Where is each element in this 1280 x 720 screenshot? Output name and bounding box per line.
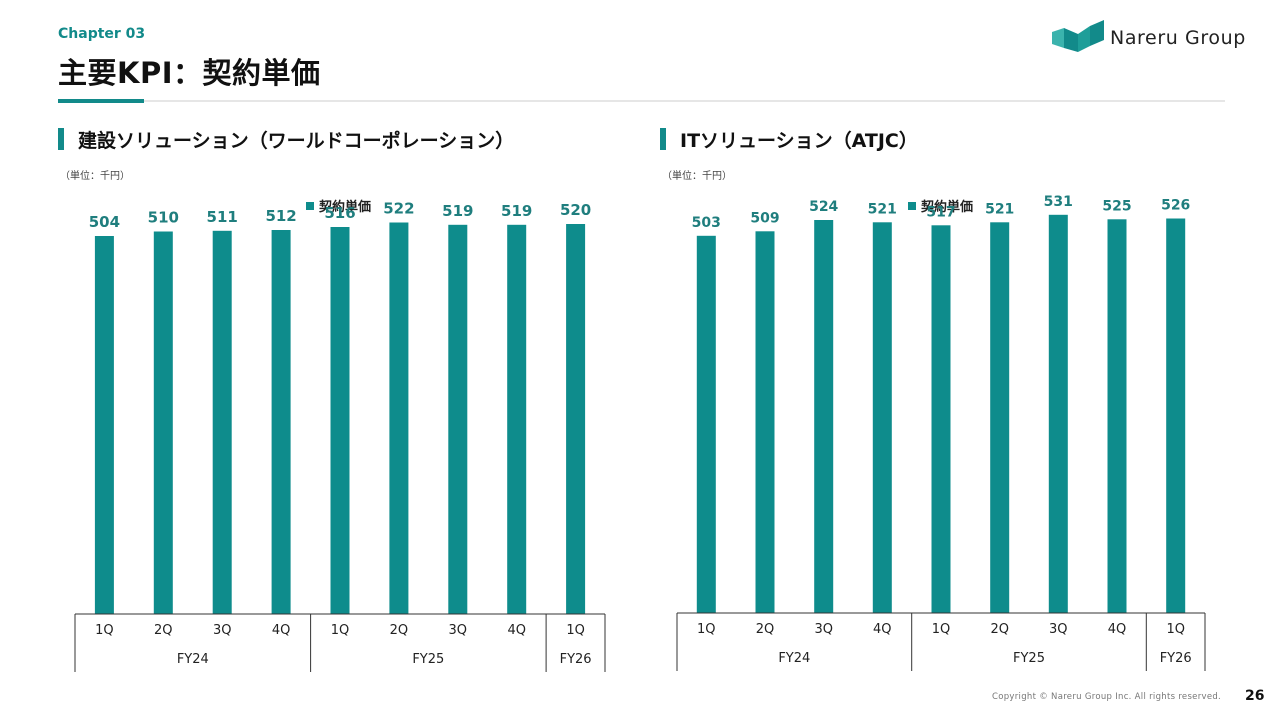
bar bbox=[1166, 218, 1186, 613]
copyright: Copyright © Nareru Group Inc. All rights… bbox=[992, 692, 1222, 702]
data-label: 511 bbox=[207, 208, 238, 226]
bar bbox=[330, 227, 350, 614]
category-label: 4Q bbox=[507, 623, 526, 638]
bar bbox=[696, 235, 716, 614]
bar bbox=[566, 224, 586, 614]
category-label: 1Q bbox=[697, 622, 716, 637]
data-label: 521 bbox=[868, 201, 897, 217]
bar bbox=[1048, 214, 1068, 614]
data-label: 509 bbox=[750, 210, 779, 226]
data-label: 524 bbox=[809, 199, 838, 215]
bar bbox=[389, 222, 409, 614]
data-label: 521 bbox=[985, 201, 1014, 217]
bar bbox=[448, 224, 468, 615]
data-label: 531 bbox=[1044, 194, 1073, 210]
data-label: 510 bbox=[148, 209, 179, 227]
category-label: 2Q bbox=[390, 623, 409, 638]
data-label: 519 bbox=[501, 202, 532, 220]
data-label: 516 bbox=[324, 204, 355, 222]
company-logo: Nareru Group bbox=[1050, 18, 1260, 56]
chapter-label: Chapter 03 bbox=[58, 26, 146, 42]
logo-text: Nareru Group bbox=[1110, 27, 1246, 49]
bar bbox=[990, 222, 1010, 614]
category-label: 4Q bbox=[272, 623, 291, 638]
chart-panel-construction: 建設ソリューション（ワールドコーポレーション） （単位：千円） 契約単価 504 5… bbox=[58, 125, 618, 685]
group-label: FY25 bbox=[1013, 651, 1045, 666]
panel-marker bbox=[660, 128, 666, 150]
data-label: 526 bbox=[1161, 198, 1190, 214]
legend-swatch bbox=[908, 202, 916, 210]
category-label: 2Q bbox=[154, 623, 173, 638]
bar bbox=[814, 220, 834, 613]
title-divider bbox=[58, 100, 1225, 102]
panel-marker bbox=[58, 128, 64, 150]
bar bbox=[872, 222, 892, 614]
unit-label: （単位：千円） bbox=[662, 171, 732, 182]
category-label: 1Q bbox=[95, 623, 114, 638]
category-label: 1Q bbox=[566, 623, 585, 638]
bar bbox=[755, 231, 775, 614]
bar bbox=[94, 236, 114, 614]
group-label: FY24 bbox=[177, 652, 209, 667]
bar bbox=[153, 231, 173, 614]
legend-label: 契約単価 bbox=[318, 199, 371, 215]
category-label: 1Q bbox=[932, 622, 951, 637]
panel-header: 建設ソリューション（ワールドコーポレーション） bbox=[58, 125, 514, 153]
legend: 契約単価 bbox=[908, 199, 973, 215]
page-title: 主要KPI：契約単価 bbox=[58, 56, 321, 90]
group-label: FY26 bbox=[1160, 651, 1192, 666]
bar-chart-it: 契約単価 503 509 524 521 517 521 531 525 526 1Q 2Q 3Q 4Q 1… bbox=[676, 194, 1206, 671]
bar bbox=[271, 230, 291, 614]
data-label: 503 bbox=[692, 215, 721, 231]
group-label: FY25 bbox=[412, 652, 444, 667]
nareru-logo-icon bbox=[1052, 20, 1104, 52]
category-label: 4Q bbox=[873, 622, 892, 637]
category-label: 2Q bbox=[990, 622, 1009, 637]
data-label: 522 bbox=[383, 200, 414, 218]
category-label: 4Q bbox=[1108, 622, 1127, 637]
data-label: 519 bbox=[442, 202, 473, 220]
chart-title: 建設ソリューション（ワールドコーポレーション） bbox=[78, 129, 515, 152]
category-label: 2Q bbox=[756, 622, 775, 637]
legend-label: 契約単価 bbox=[920, 199, 973, 215]
legend: 契約単価 bbox=[306, 199, 371, 215]
bar bbox=[1107, 219, 1127, 614]
data-label: 517 bbox=[926, 204, 955, 220]
category-label: 1Q bbox=[331, 623, 350, 638]
bar bbox=[212, 230, 232, 615]
page-number: 26 bbox=[1245, 688, 1265, 704]
bar bbox=[507, 224, 527, 615]
group-label: FY24 bbox=[778, 651, 810, 666]
bar bbox=[931, 225, 951, 614]
category-label: 3Q bbox=[213, 623, 232, 638]
data-label: 512 bbox=[265, 207, 296, 225]
bar-chart-construction: 契約単価 504 510 511 512 516 522 519 519 520 1Q 2Q 3Q 4Q 1… bbox=[74, 199, 606, 672]
chart-title: ITソリューション（ATJC） bbox=[680, 129, 918, 152]
data-label: 520 bbox=[560, 201, 591, 219]
title-accent-bar bbox=[58, 99, 144, 103]
chart-panel-it: ITソリューション（ATJC） （単位：千円） 契約単価 503 509 524 521… bbox=[660, 125, 1220, 685]
category-label: 3Q bbox=[449, 623, 468, 638]
group-label: FY26 bbox=[560, 652, 592, 667]
data-label: 525 bbox=[1102, 198, 1131, 214]
category-label: 1Q bbox=[1166, 622, 1185, 637]
category-label: 3Q bbox=[814, 622, 833, 637]
legend-swatch bbox=[306, 202, 314, 210]
data-label: 504 bbox=[89, 213, 120, 231]
unit-label: （単位：千円） bbox=[60, 171, 130, 182]
category-label: 3Q bbox=[1049, 622, 1068, 637]
panel-header: ITソリューション（ATJC） bbox=[660, 125, 918, 153]
